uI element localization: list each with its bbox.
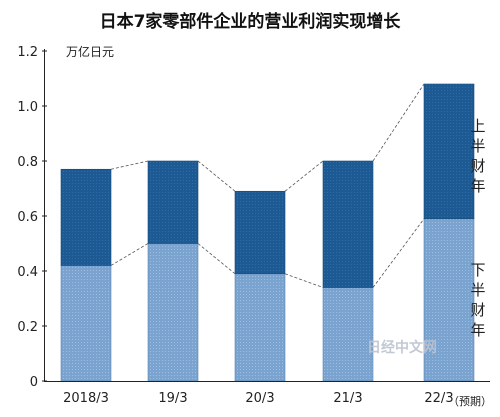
series-label-char: 上 — [470, 117, 485, 135]
connector-line-lower — [372, 218, 425, 288]
y-tick-label: 0.4 — [17, 265, 38, 280]
x-tick-label: 20/3 — [245, 391, 274, 406]
x-tick-label: 22/3 — [424, 391, 453, 406]
y-tick-label: 1.0 — [17, 100, 38, 115]
y-tick-label: 0.2 — [17, 320, 38, 335]
bar-lower-half-year — [234, 273, 286, 382]
bar-upper-half-year — [234, 190, 286, 275]
y-axis-unit-label: 万亿日元 — [66, 44, 114, 59]
series-label-char: 下 — [470, 261, 485, 279]
x-tick-label: 19/3 — [158, 391, 187, 406]
series-label-char: 财 — [470, 157, 485, 175]
series-label-char: 半 — [470, 281, 485, 299]
connector-line-total — [197, 160, 236, 192]
bar-lower-half-year — [147, 243, 199, 382]
y-tick-label: 1.2 — [17, 45, 38, 60]
series-label-char: 年 — [470, 321, 485, 339]
watermark: 日经中文网 — [367, 339, 437, 356]
y-axis-ticks: 0 0.2 0.4 0.6 0.8 1.0 1.2 — [17, 45, 47, 390]
y-tick-label: 0.6 — [17, 210, 38, 225]
x-tick-label: 21/3 — [333, 391, 362, 406]
x-tick-label: 2018/3 — [63, 391, 109, 406]
series-label-char: 半 — [470, 137, 485, 155]
connector-line-lower — [197, 243, 236, 275]
bar-upper-half-year — [60, 168, 112, 266]
bar-lower-half-year — [423, 218, 475, 382]
x-axis-ticks: 2018/3 19/3 20/3 21/3 22/3 — [63, 391, 453, 406]
series-label-char: 财 — [470, 301, 485, 319]
connector-lines — [110, 83, 425, 288]
series-label-char: 年 — [470, 177, 485, 195]
chart-title: 日本7家零部件企业的营业利润实现增长 — [100, 11, 402, 32]
y-tick-label: 0.8 — [17, 155, 38, 170]
bars — [60, 83, 475, 382]
connector-line-lower — [110, 243, 149, 266]
bar-upper-half-year — [147, 160, 199, 244]
bar-upper-half-year — [322, 160, 374, 288]
bar-lower-half-year — [60, 265, 112, 382]
connector-line-total — [110, 160, 149, 170]
connector-line-total — [372, 83, 425, 162]
bar-lower-half-year — [322, 287, 374, 382]
connector-line-lower — [284, 273, 324, 288]
forecast-note: （预期） — [448, 395, 492, 408]
bar-upper-half-year — [423, 83, 475, 220]
connector-line-total — [284, 160, 324, 192]
y-tick-label: 0 — [30, 375, 38, 390]
